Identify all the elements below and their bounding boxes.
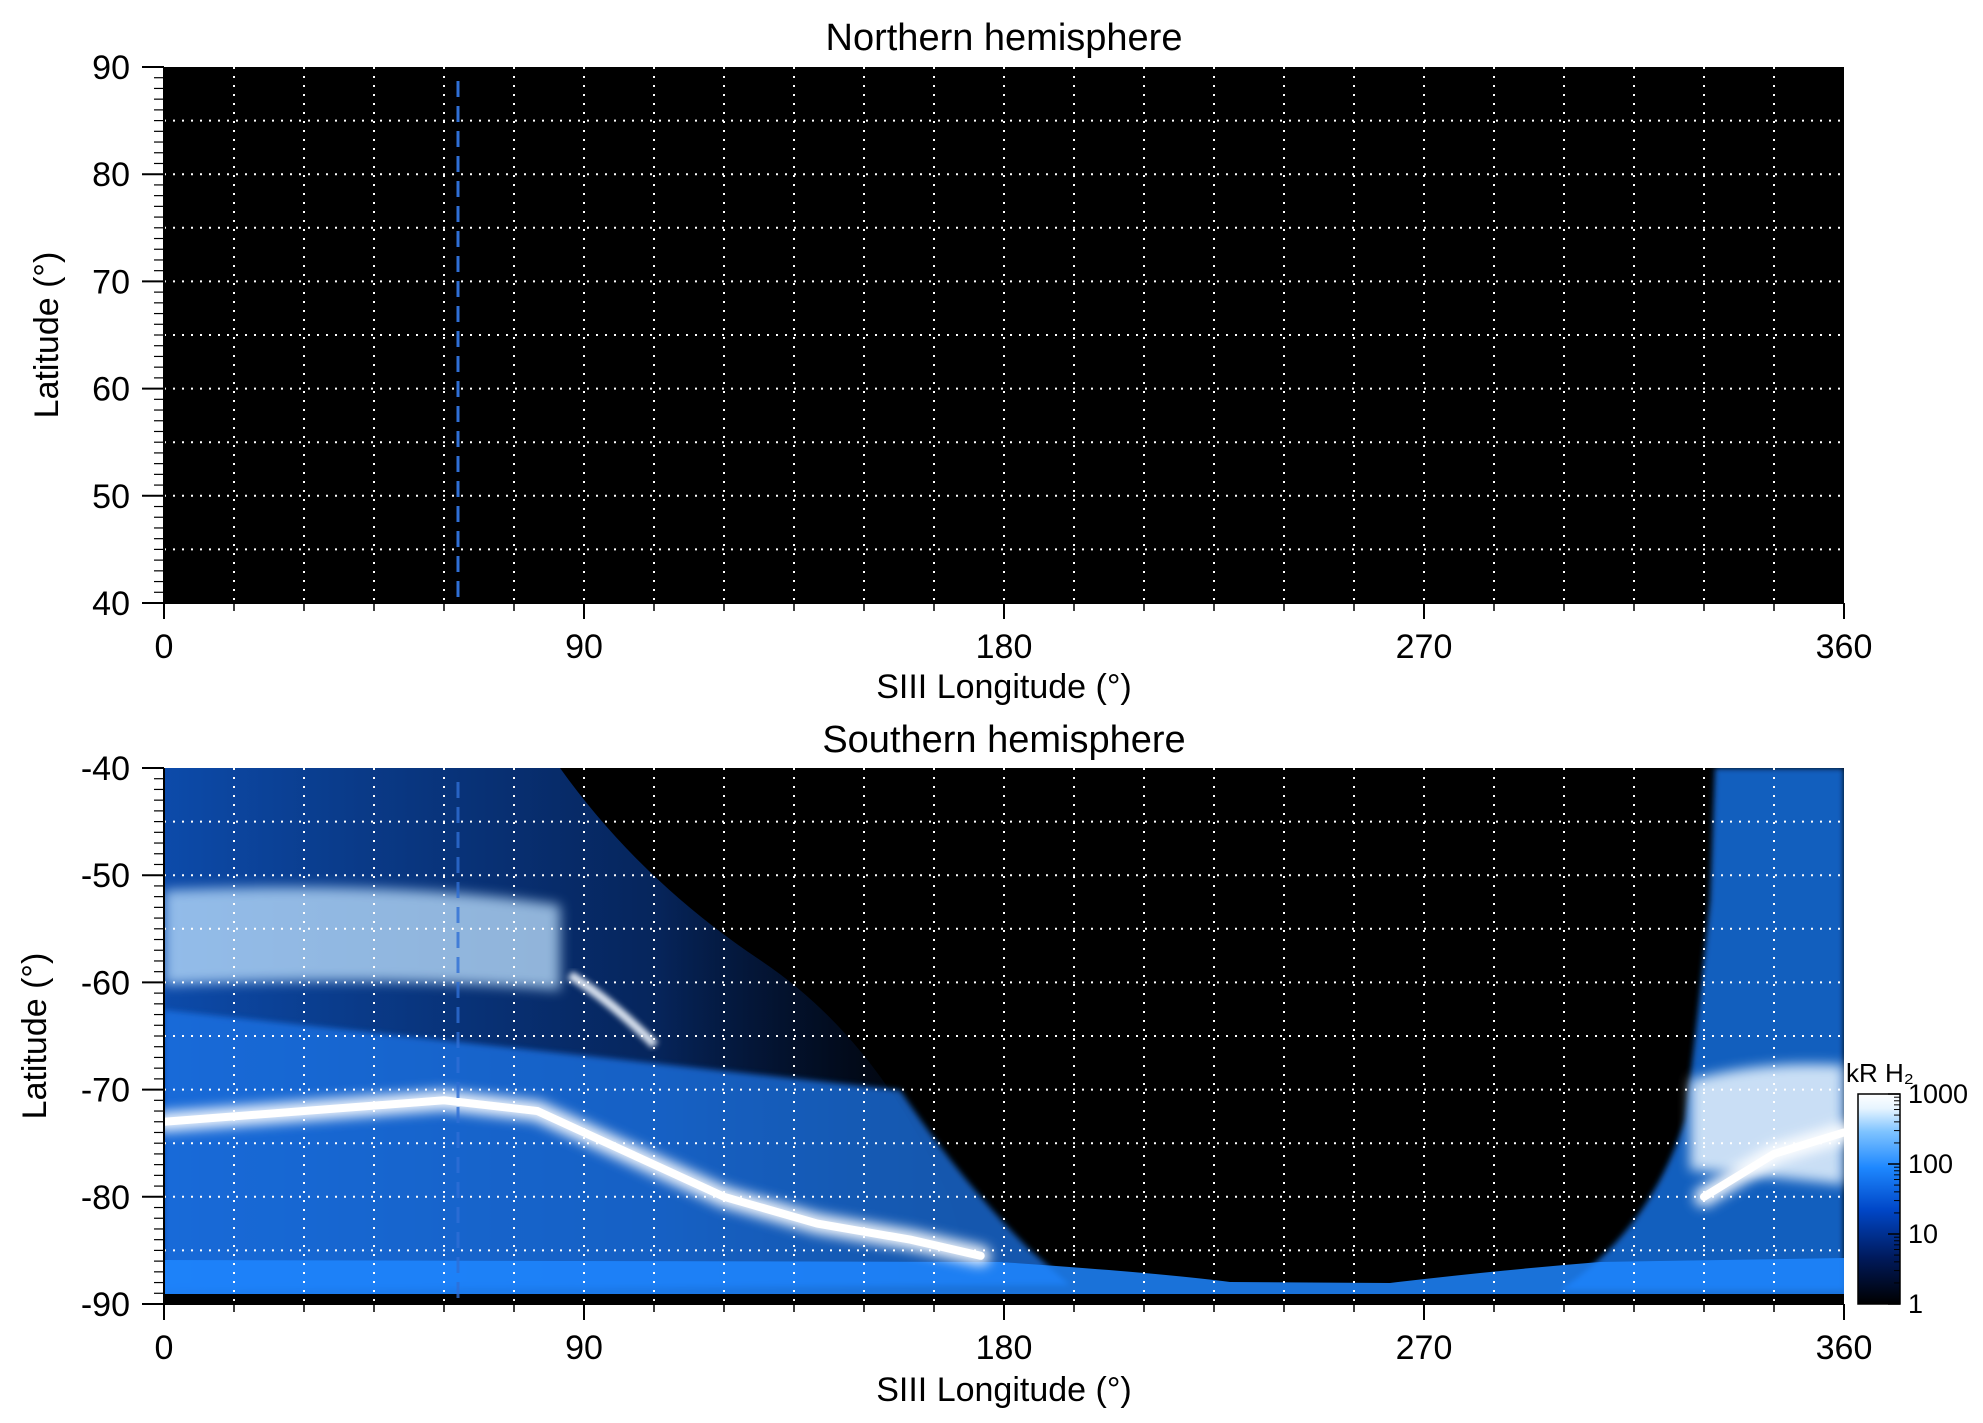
north-x-tick-label: 90 <box>565 628 603 666</box>
south-panel: Southern hemisphere 0 90 180 270 360 -40 -50 -6… <box>16 719 1968 1409</box>
north-y-tick-label: 50 <box>92 478 130 516</box>
north-x-tick-label: 180 <box>976 628 1033 666</box>
north-y-tick-label: 80 <box>92 156 130 194</box>
colorbar-tick-label: 1 <box>1908 1289 1923 1319</box>
south-y-tick-label: -60 <box>81 964 130 1002</box>
south-axes: 0 90 180 270 360 -40 -50 -60 -70 -80 -90 <box>81 750 1873 1367</box>
colorbar-bar <box>1857 1093 1901 1305</box>
south-ylabel: Latitude (°) <box>16 953 54 1120</box>
south-y-tick-label: -50 <box>81 857 130 895</box>
colorbar-tick-label: 10 <box>1908 1219 1938 1249</box>
south-x-tick-label: 0 <box>155 1329 174 1367</box>
colorbar-ticks: 1 10 100 1000 <box>1888 1079 1968 1319</box>
south-x-tick-label: 270 <box>1396 1329 1453 1367</box>
south-limb-strip <box>164 1258 1844 1294</box>
north-title: Northern hemisphere <box>826 17 1183 59</box>
north-y-tick-label: 60 <box>92 371 130 409</box>
north-x-tick-label: 360 <box>1816 628 1873 666</box>
south-y-tick-label: -80 <box>81 1179 130 1217</box>
south-x-tick-label: 90 <box>565 1329 603 1367</box>
south-xlabel: SIII Longitude (°) <box>876 1371 1132 1409</box>
north-y-tick-label: 90 <box>92 49 130 87</box>
south-title: Southern hemisphere <box>822 719 1185 761</box>
south-bright-band-left <box>164 887 560 990</box>
north-panel: Northern hemisphere 0 90 180 270 360 40 50 60 70… <box>28 17 1872 706</box>
north-y-tick-label: 70 <box>92 263 130 301</box>
south-y-tick-label: -90 <box>81 1286 130 1324</box>
south-bright-band-right <box>1690 1064 1844 1185</box>
south-x-tick-label: 180 <box>976 1329 1033 1367</box>
north-x-tick-label: 0 <box>155 628 174 666</box>
south-emission <box>164 768 1844 1304</box>
south-y-tick-label: -40 <box>81 750 130 788</box>
colorbar-tick-label: 100 <box>1908 1149 1953 1179</box>
south-x-tick-label: 360 <box>1816 1329 1873 1367</box>
colorbar: kR H₂ 1 10 100 1000 <box>1846 1058 1968 1319</box>
north-xlabel: SIII Longitude (°) <box>876 668 1132 706</box>
south-main-oval-core <box>164 1096 1844 1260</box>
north-grid <box>164 67 1844 603</box>
south-spot-streak <box>567 971 659 1049</box>
north-axes: 0 90 180 270 360 40 50 60 70 80 90 <box>92 49 1872 666</box>
north-y-tick-label: 40 <box>92 585 130 623</box>
colorbar-label: kR H₂ <box>1846 1058 1914 1088</box>
north-x-tick-label: 270 <box>1396 628 1453 666</box>
north-ylabel: Latitude (°) <box>28 252 66 419</box>
south-y-tick-label: -70 <box>81 1072 130 1110</box>
south-grid <box>164 768 1844 1304</box>
colorbar-tick-label: 1000 <box>1908 1079 1968 1109</box>
